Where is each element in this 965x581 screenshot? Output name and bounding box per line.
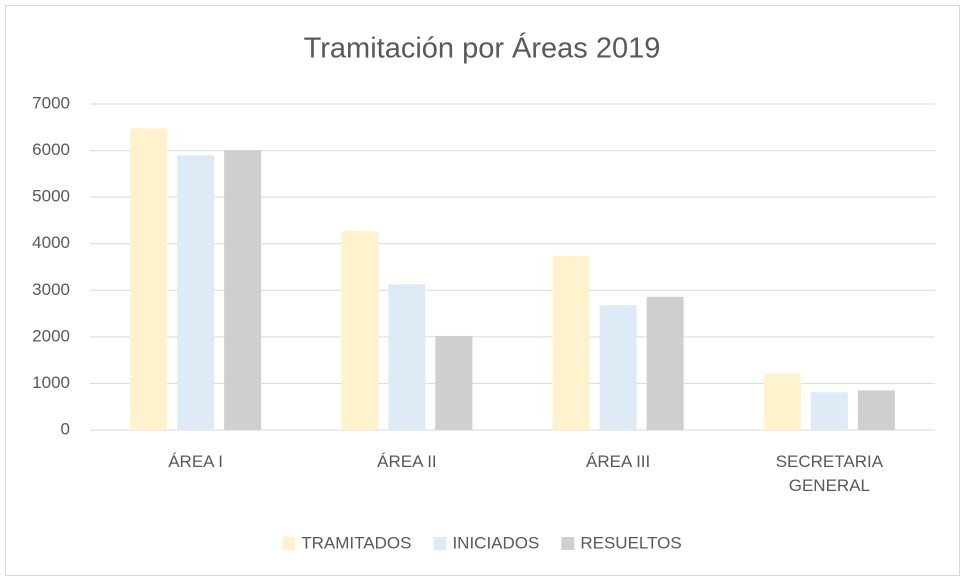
bar bbox=[646, 296, 684, 430]
x-tick-label: ÁREA II bbox=[377, 452, 437, 471]
x-tick-label: ÁREA III bbox=[586, 452, 651, 471]
legend-swatch bbox=[433, 537, 447, 550]
chart-title: Tramitación por Áreas 2019 bbox=[304, 32, 661, 65]
legend-swatch bbox=[561, 537, 575, 550]
bar bbox=[435, 335, 473, 430]
x-tick-label: SECRETARIA GENERAL bbox=[775, 452, 884, 495]
bar bbox=[599, 305, 637, 430]
y-tick-label: 6000 bbox=[32, 140, 70, 159]
legend-label: TRAMITADOS bbox=[301, 533, 411, 552]
bar bbox=[224, 150, 262, 431]
legend-swatch bbox=[282, 537, 296, 550]
y-tick-label: 5000 bbox=[32, 187, 70, 206]
y-tick-label: 7000 bbox=[32, 93, 70, 112]
bar bbox=[763, 373, 801, 430]
bar bbox=[177, 155, 215, 430]
y-tick-label: 1000 bbox=[32, 373, 70, 392]
x-tick-label: ÁREA I bbox=[168, 452, 224, 471]
legend-label: RESUELTOS bbox=[580, 533, 681, 552]
bar bbox=[130, 128, 168, 430]
bar bbox=[388, 284, 426, 430]
bar bbox=[341, 231, 379, 430]
legend-label: INICIADOS bbox=[452, 533, 539, 552]
bar bbox=[810, 392, 848, 430]
bar bbox=[857, 390, 895, 430]
y-tick-label: 3000 bbox=[32, 280, 70, 299]
y-tick-label: 0 bbox=[61, 419, 70, 438]
bar bbox=[552, 255, 590, 430]
y-tick-label: 4000 bbox=[32, 233, 70, 252]
y-tick-label: 2000 bbox=[32, 326, 70, 345]
